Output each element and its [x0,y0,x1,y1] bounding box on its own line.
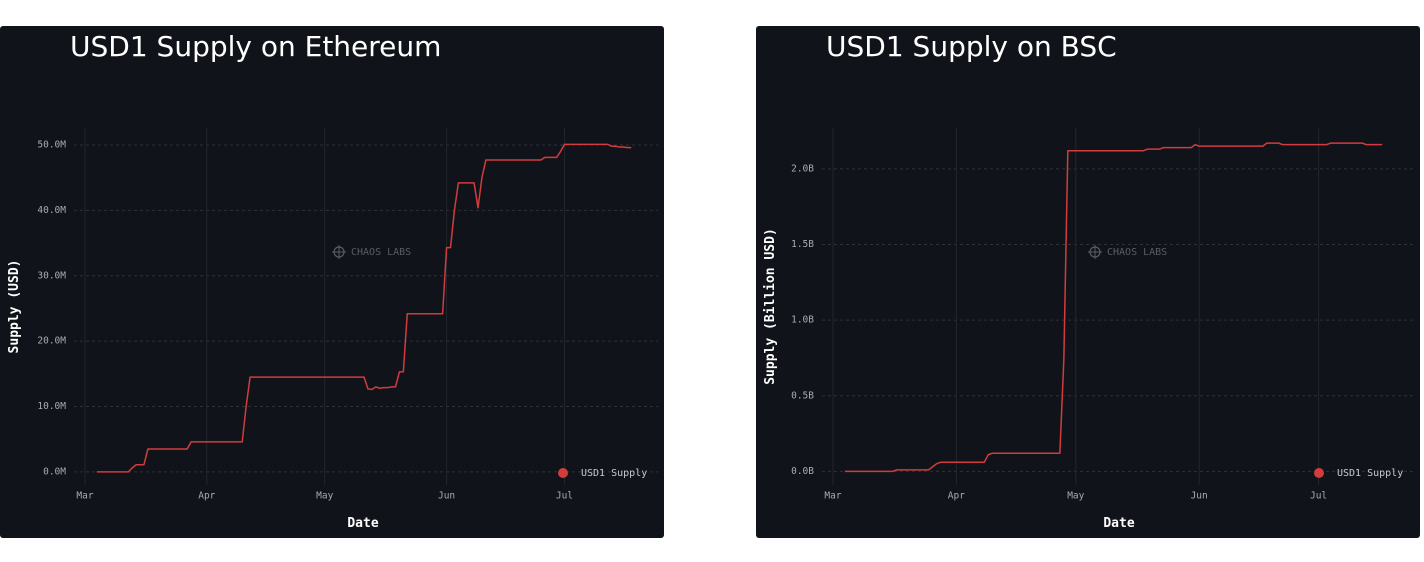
legend-label: USD1 Supply [1337,468,1403,479]
y-tick-label: 1.5B [791,239,814,250]
watermark: CHAOS LABS [1107,247,1167,258]
x-tick-label: Apr [948,491,965,502]
watermark-icon [1088,245,1102,259]
y-tick-label: 40.0M [37,205,66,216]
x-tick-label: Apr [198,491,215,502]
y-axis-label: Supply (USD) [7,260,22,354]
data-line [96,143,632,473]
panel [756,26,1420,538]
y-tick-label: 1.0B [791,315,814,326]
data-line [844,142,1383,473]
watermark-icon [332,245,346,259]
x-tick-label: Jul [1310,491,1327,502]
x-tick-label: Mar [824,491,841,502]
x-tick-label: Jun [1191,491,1208,502]
legend-marker [1314,468,1324,478]
y-tick-label: 2.0B [791,163,814,174]
x-tick-label: May [1067,491,1084,502]
chart-title: USD1 Supply on BSC [826,30,1117,63]
y-tick-label: 50.0M [37,140,66,151]
y-axis-label: Supply (Billion USD) [763,228,778,385]
legend-label: USD1 Supply [581,468,647,479]
y-tick-label: 20.0M [37,336,66,347]
y-tick-label: 10.0M [37,401,66,412]
x-tick-label: Mar [76,491,93,502]
panel [0,26,664,538]
x-axis-label: Date [347,516,378,531]
y-tick-label: 30.0M [37,270,66,281]
x-tick-label: May [316,491,333,502]
y-tick-label: 0.5B [791,390,814,401]
x-tick-label: Jun [438,491,455,502]
x-tick-label: Jul [556,491,573,502]
chart-title: USD1 Supply on Ethereum [70,30,441,63]
y-tick-label: 0.0B [791,466,814,477]
y-tick-label: 0.0M [43,466,66,477]
x-axis-label: Date [1103,516,1134,531]
watermark: CHAOS LABS [351,247,411,258]
legend-marker [558,468,568,478]
